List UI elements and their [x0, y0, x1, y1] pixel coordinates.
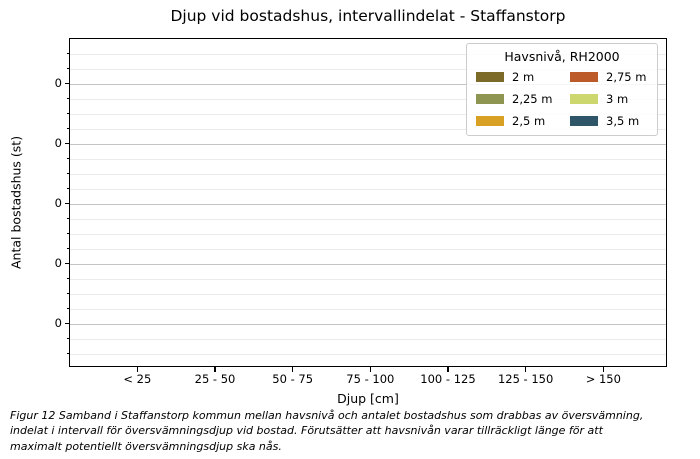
- y-tick-mark: [66, 173, 69, 175]
- x-tick-label: 125 - 150: [497, 372, 554, 386]
- major-gridline: [70, 84, 666, 86]
- minor-gridline: [70, 219, 666, 221]
- y-tick-label: 0: [54, 135, 62, 150]
- legend-label: 2 m: [512, 70, 535, 84]
- minor-gridline: [70, 114, 666, 116]
- x-tick-mark: [136, 367, 138, 372]
- legend-swatch: [570, 116, 598, 126]
- x-tick-label: 100 - 125: [420, 372, 476, 386]
- x-tick-label: > 150: [585, 372, 621, 386]
- legend-item: 2,75 m: [570, 70, 648, 84]
- legend-item: 2 m: [476, 70, 554, 84]
- legend-title: Havsnivå, RH2000: [504, 49, 620, 64]
- figure-caption: Figur 12 Samband i Staffanstorp kommun m…: [10, 408, 696, 454]
- y-axis-label: Antal bostadshus (st): [8, 135, 24, 270]
- legend-label: 2,25 m: [512, 92, 553, 106]
- x-tick-label: 25 - 50: [194, 372, 236, 386]
- chart-title: Djup vid bostadshus, intervallindelat - …: [170, 7, 566, 25]
- x-tick-label: < 25: [123, 372, 152, 386]
- major-gridline: [70, 324, 666, 326]
- x-tick-mark: [369, 367, 371, 372]
- legend-grid: 2 m 2,25 m 2,5 m 2,75 m 3 m 3,5 m: [476, 70, 648, 128]
- caption-line: maximalt potentiellt översvämningsdjup s…: [10, 439, 282, 453]
- legend-label: 2,75 m: [606, 70, 647, 84]
- y-tick-mark: [66, 233, 69, 235]
- y-tick-mark: [66, 128, 69, 130]
- y-tick-mark: [66, 53, 69, 55]
- y-tick-mark: [66, 218, 69, 220]
- y-tick-mark: [66, 158, 69, 160]
- minor-gridline: [70, 354, 666, 356]
- major-gridline: [70, 144, 666, 146]
- minor-gridline: [70, 339, 666, 341]
- y-tick-mark: [66, 188, 69, 190]
- plot-area: Havsnivå, RH2000 2 m 2,25 m 2,5 m 2,75 m 3 m…: [69, 38, 667, 367]
- legend-swatch: [570, 72, 598, 82]
- major-gridline: [70, 204, 666, 206]
- minor-gridline: [70, 249, 666, 251]
- y-tick-label: 0: [54, 195, 62, 210]
- x-axis-label: Djup [cm]: [337, 391, 399, 406]
- legend-swatch: [570, 94, 598, 104]
- legend-swatch: [476, 94, 504, 104]
- y-tick-mark: [66, 293, 69, 295]
- minor-gridline: [70, 174, 666, 176]
- minor-gridline: [70, 189, 666, 191]
- legend-item: 3 m: [570, 92, 648, 106]
- y-tick-label: 0: [54, 75, 62, 90]
- y-tick-mark: [64, 263, 69, 265]
- minor-gridline: [70, 234, 666, 236]
- legend-item: 2,25 m: [476, 92, 554, 106]
- x-tick-mark: [292, 367, 294, 372]
- x-tick-mark: [525, 367, 527, 372]
- minor-gridline: [70, 99, 666, 101]
- y-tick-mark: [66, 353, 69, 355]
- legend: Havsnivå, RH2000 2 m 2,25 m 2,5 m 2,75 m 3 m…: [466, 43, 658, 136]
- caption-line: Figur 12 Samband i Staffanstorp kommun m…: [10, 409, 644, 422]
- legend-label: 3 m: [606, 92, 629, 106]
- legend-item: 3,5 m: [570, 114, 648, 128]
- legend-item: 2,5 m: [476, 114, 554, 128]
- y-tick-label: 0: [54, 315, 62, 330]
- y-tick-mark: [66, 68, 69, 70]
- x-tick-mark: [447, 367, 449, 372]
- y-tick-mark: [64, 323, 69, 325]
- y-tick-mark: [66, 278, 69, 280]
- minor-gridline: [70, 129, 666, 131]
- y-tick-mark: [64, 143, 69, 145]
- y-tick-mark: [66, 308, 69, 310]
- y-tick-mark: [66, 113, 69, 115]
- legend-label: 3,5 m: [606, 114, 640, 128]
- minor-gridline: [70, 279, 666, 281]
- y-tick-mark: [64, 203, 69, 205]
- minor-gridline: [70, 294, 666, 296]
- minor-gridline: [70, 69, 666, 71]
- y-tick-mark: [66, 338, 69, 340]
- y-tick-mark: [64, 83, 69, 85]
- minor-gridline: [70, 309, 666, 311]
- minor-gridline: [70, 54, 666, 56]
- x-tick-label: 75 - 100: [346, 372, 395, 386]
- legend-label: 2,5 m: [512, 114, 546, 128]
- legend-swatch: [476, 72, 504, 82]
- y-tick-mark: [66, 248, 69, 250]
- y-tick-mark: [66, 98, 69, 100]
- caption-line: indelat i intervall för översvämningsdju…: [10, 424, 603, 438]
- y-tick-label: 0: [54, 255, 62, 270]
- minor-gridline: [70, 159, 666, 161]
- x-tick-mark: [602, 367, 604, 372]
- x-tick-label: 50 - 75: [272, 372, 314, 386]
- legend-swatch: [476, 116, 504, 126]
- x-tick-mark: [214, 367, 216, 372]
- major-gridline: [70, 264, 666, 266]
